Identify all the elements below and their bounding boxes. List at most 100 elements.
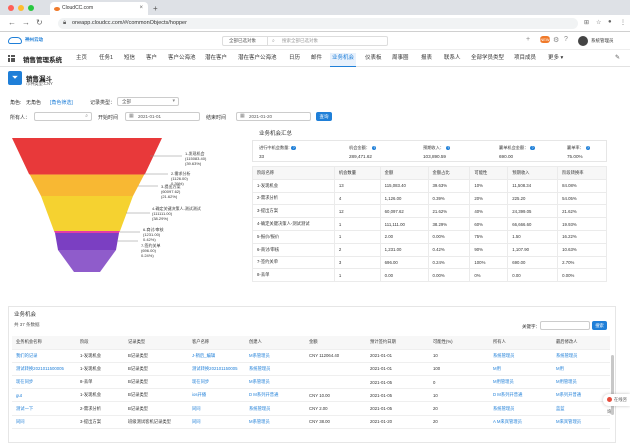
profile-icon[interactable]: ●: [608, 19, 612, 25]
opportunity-link[interactable]: A M来宾管理员: [489, 415, 552, 429]
opportunity-column-header[interactable]: 客户名称: [188, 336, 245, 350]
browser-tab[interactable]: CloudCC.com ×: [50, 2, 148, 15]
opportunity-link[interactable]: J-稍后_编辑: [188, 349, 245, 363]
info-icon[interactable]: ?: [530, 145, 535, 151]
opportunity-column-header[interactable]: 预计签约日期: [366, 336, 429, 350]
add-icon[interactable]: +: [526, 36, 531, 43]
opportunity-link[interactable]: 测试转换202101150005: [188, 362, 245, 377]
opportunity-column-header[interactable]: 业务机会名称: [12, 336, 76, 350]
end-date-input[interactable]: ▦ 2021-01-20: [236, 112, 311, 121]
nav-item-contacts[interactable]: 联系人: [444, 55, 461, 61]
user-name[interactable]: 系统管理员: [591, 38, 614, 43]
help-icon[interactable]: ?: [564, 36, 568, 43]
record-type-select[interactable]: 全部 ▾: [117, 97, 179, 106]
query-button[interactable]: 查询: [316, 112, 332, 121]
role-filter-link[interactable]: [角色筛选]: [50, 100, 73, 106]
forward-icon[interactable]: →: [22, 18, 30, 27]
keyword-search-button[interactable]: 搜索: [592, 321, 607, 330]
opportunity-link[interactable]: 现在同步: [12, 375, 76, 390]
opportunity-link[interactable]: M系管理员: [245, 415, 305, 429]
opportunity-link[interactable]: 系统管理员: [489, 349, 552, 363]
opportunity-link[interactable]: 现在同步: [188, 375, 245, 390]
browser-menu-icon[interactable]: ⋮: [620, 20, 626, 26]
opportunity-link[interactable]: M用管理员: [489, 375, 552, 390]
opportunity-link[interactable]: D M系列开普通: [489, 388, 552, 403]
funnel-stage-7[interactable]: [55, 233, 119, 250]
opportunity-link[interactable]: 蓝蓝: [552, 401, 610, 416]
new-tab-icon[interactable]: +: [153, 4, 158, 13]
opportunity-link[interactable]: 我们的记录: [12, 349, 76, 363]
opportunity-link[interactable]: 系统管理员: [489, 401, 552, 416]
opportunity-link[interactable]: ios开播: [188, 388, 245, 403]
translate-icon[interactable]: ⊞: [584, 20, 590, 26]
nav-item-weekly-circle[interactable]: 周事圈: [392, 55, 409, 61]
nav-item-more[interactable]: 更多 ▾: [546, 53, 565, 67]
vertical-scrollbar[interactable]: [611, 355, 614, 415]
nav-item-customer-pool[interactable]: 客户公海池: [168, 55, 196, 61]
nav-item-student-types[interactable]: 全部学员类型: [471, 55, 505, 61]
nav-item-calendar[interactable]: 日历: [289, 55, 301, 61]
owner-input[interactable]: ⌕: [34, 112, 92, 121]
funnel-stage-3[interactable]: [30, 175, 144, 196]
nav-item-reports[interactable]: 报表: [421, 55, 433, 61]
opportunity-column-header[interactable]: 金额: [305, 336, 366, 350]
nav-item-email[interactable]: 邮件: [311, 55, 323, 61]
company-logo[interactable]: 神州云动: [8, 35, 48, 47]
opportunity-link[interactable]: M系列开普通: [552, 388, 610, 403]
reload-icon[interactable]: ↻: [36, 18, 43, 27]
nav-item-dashboard[interactable]: 仪表板: [365, 55, 382, 61]
nav-item-customers[interactable]: 客户: [146, 55, 158, 61]
opportunity-column-header[interactable]: 最后修改人: [552, 336, 610, 350]
new-badge[interactable]: NEW: [540, 36, 550, 43]
funnel-stage-2[interactable]: [29, 174, 145, 175]
nav-item-home[interactable]: 主页: [76, 55, 88, 61]
global-search-input[interactable]: ⌕ 搜索全部已选对象: [268, 36, 388, 46]
opportunity-column-header[interactable]: 可能性(%): [429, 336, 489, 350]
opportunity-link[interactable]: D M系列开普通: [245, 388, 305, 403]
start-date-input[interactable]: ▦ 2021-01-01: [125, 112, 200, 121]
opportunity-column-header[interactable]: 创建人: [245, 336, 305, 350]
gear-icon[interactable]: ⚙: [553, 37, 560, 44]
online-chat-button[interactable]: 在线咨询: [603, 394, 630, 414]
bookmark-star-icon[interactable]: ☆: [596, 20, 602, 26]
opportunity-link[interactable]: gut: [12, 388, 76, 403]
avatar[interactable]: [578, 36, 588, 46]
opportunity-link[interactable]: M系管理员: [245, 375, 305, 390]
close-tab-icon[interactable]: ×: [139, 5, 143, 11]
opportunity-column-header[interactable]: 阶段: [76, 336, 124, 350]
opportunity-link[interactable]: 系统管理员: [245, 362, 305, 377]
keyword-input[interactable]: [540, 321, 590, 330]
nav-item-leads[interactable]: 潜在客户: [205, 55, 228, 61]
nav-item-opportunities[interactable]: 业务机会: [330, 53, 357, 67]
nav-item-tasks[interactable]: 任务1: [99, 55, 114, 61]
app-launcher-icon[interactable]: [8, 55, 15, 62]
opportunity-link[interactable]: 系统管理员: [552, 349, 610, 363]
url-field[interactable]: 🔒︎ oneapp.cloudcc.com/#/commonObjects/ho…: [58, 18, 578, 29]
opportunity-column-header[interactable]: 记录类型: [124, 336, 188, 350]
opportunity-link[interactable]: 系统管理员: [245, 401, 305, 416]
funnel-stage-6[interactable]: [54, 231, 120, 233]
info-icon[interactable]: ?: [371, 145, 377, 151]
close-window-icon[interactable]: [8, 5, 14, 11]
minimize-window-icon[interactable]: [18, 5, 24, 11]
edit-nav-icon[interactable]: ✎: [614, 55, 620, 61]
nav-item-project-members[interactable]: 项目成员: [514, 55, 537, 61]
opportunity-link[interactable]: 同同: [12, 415, 76, 429]
opportunity-link[interactable]: M用: [489, 362, 552, 377]
maximize-window-icon[interactable]: [28, 5, 34, 11]
opportunity-link[interactable]: 同同: [188, 401, 245, 416]
info-icon[interactable]: ?: [585, 145, 591, 151]
opportunity-link[interactable]: 同同: [188, 415, 245, 429]
opportunity-link[interactable]: M系管理员: [245, 349, 305, 363]
info-icon[interactable]: ?: [445, 145, 451, 151]
opportunity-link[interactable]: 测试一下: [12, 401, 76, 416]
opportunity-link[interactable]: 测试转换2021011500005: [12, 362, 76, 377]
nav-item-lead-pool[interactable]: 潜在客户公海池: [238, 55, 277, 61]
info-icon[interactable]: ?: [291, 145, 296, 151]
opportunity-link[interactable]: M来宾管理员: [552, 415, 610, 429]
object-scope-select[interactable]: 全部已选对象: [222, 36, 268, 46]
opportunity-link[interactable]: M用: [552, 362, 610, 377]
opportunity-column-header[interactable]: 所有人: [489, 336, 552, 350]
opportunity-link[interactable]: M用管理员: [552, 375, 610, 390]
funnel-stage-4[interactable]: [41, 196, 133, 231]
